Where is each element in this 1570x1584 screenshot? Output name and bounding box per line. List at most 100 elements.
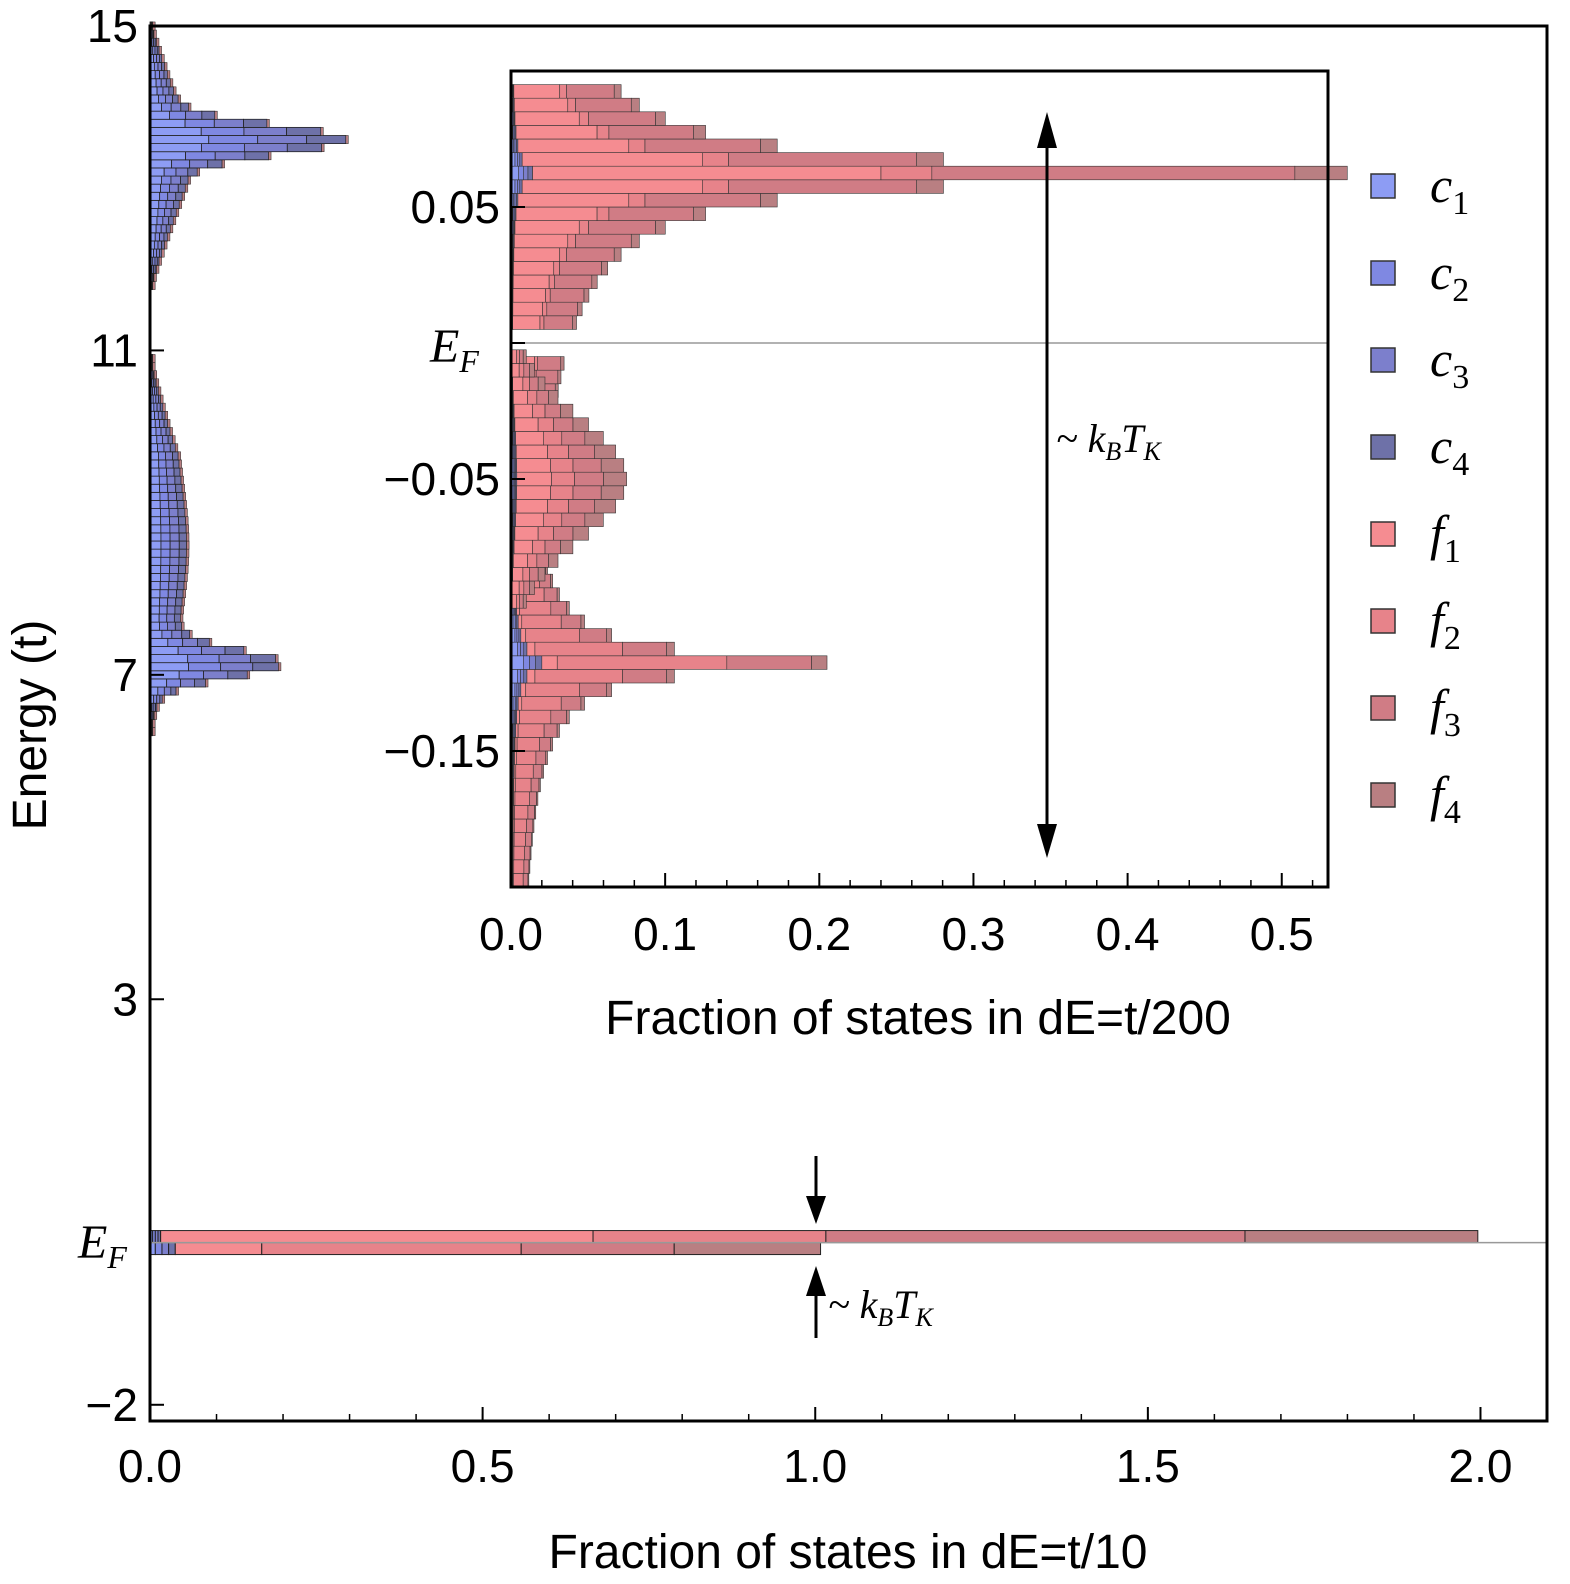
main-band-bar <box>162 216 170 226</box>
inset-bar <box>931 165 1296 181</box>
legend-label: c4 <box>1430 418 1469 483</box>
main-band-bar <box>149 646 179 655</box>
main-band-bar <box>149 126 202 136</box>
inset-bar <box>568 499 595 514</box>
inset-bar <box>511 580 520 595</box>
inset-bar <box>549 288 585 303</box>
inset-bar <box>547 444 569 459</box>
main-band-bar-f <box>189 629 193 639</box>
inset-bar <box>521 152 703 167</box>
main-band-bar <box>149 102 162 112</box>
inset-bar <box>561 512 586 527</box>
inset-bar <box>546 301 578 317</box>
inset-bar <box>566 247 615 262</box>
inset-bar <box>600 458 625 473</box>
main-band-bar-f <box>185 183 189 193</box>
inset-bar <box>515 206 598 221</box>
inset-bar <box>596 125 610 140</box>
inset-bar <box>532 539 546 555</box>
inset-bar <box>561 431 586 446</box>
inset-bar <box>550 601 567 616</box>
inset-bar <box>516 709 520 725</box>
main-band-bar <box>169 556 180 566</box>
inset-bar <box>568 444 595 459</box>
main-band-bar <box>178 516 187 526</box>
main-band-bar <box>149 135 210 145</box>
inset-bar <box>536 390 549 405</box>
main-band-bar <box>170 208 177 217</box>
main-band-bar <box>176 491 184 501</box>
inset-bar <box>517 138 630 153</box>
main-band-bar-f <box>186 548 190 558</box>
main-y-tick-label: 7 <box>112 649 138 701</box>
main-band-bar-f <box>177 94 181 104</box>
main-band-bar-f <box>164 240 168 250</box>
inset-bar <box>553 526 574 541</box>
main-band-bar <box>158 459 167 469</box>
main-band-bar <box>156 386 159 396</box>
main-band-bar <box>165 199 174 209</box>
main-band-bar <box>175 167 189 177</box>
main-band-bar <box>159 232 165 242</box>
inset-bar <box>560 539 574 555</box>
inset-bar <box>545 750 548 765</box>
main-band-bar-f <box>188 102 192 112</box>
inset-bar <box>515 499 548 514</box>
inset-bar <box>513 859 525 874</box>
main-band-bar <box>166 467 175 477</box>
main-band-bar <box>197 637 210 647</box>
main-band-bar <box>169 110 187 120</box>
inset-bar <box>572 485 602 500</box>
inset-bar <box>606 682 612 697</box>
main-band-bar <box>158 613 168 623</box>
inset-x-tick-label: 0.1 <box>633 908 697 960</box>
inset-bar <box>512 274 550 289</box>
legend-label: f2 <box>1430 592 1461 657</box>
inset-bar <box>588 111 656 126</box>
inset-bar <box>550 709 567 725</box>
main-band-bar <box>157 62 163 72</box>
inset-bar <box>519 594 524 609</box>
inset-bar <box>556 723 560 738</box>
main-band-bar <box>149 175 162 185</box>
main-band-bar <box>162 86 170 96</box>
main-band-bar <box>286 126 322 136</box>
inset-bar <box>527 805 535 820</box>
main-band-bar-f <box>181 621 185 631</box>
inset-bar <box>527 553 538 568</box>
inset-bar <box>511 363 520 378</box>
inset-bar <box>594 444 616 459</box>
inset-bar <box>559 84 567 99</box>
inset-bar <box>517 152 521 167</box>
inset-bar <box>560 696 582 711</box>
main-band-bar-f <box>152 354 156 363</box>
inset-bar <box>514 805 529 820</box>
main-band-bar <box>185 110 203 120</box>
main-band-bar-f <box>161 54 165 63</box>
inset-bar <box>513 403 533 419</box>
inset-bar <box>514 791 530 806</box>
inset-bar <box>559 247 567 262</box>
main-band-bar-f <box>345 135 349 144</box>
inset-bar <box>567 97 576 113</box>
main-band-bar <box>167 491 177 501</box>
main-band-bar <box>201 110 216 120</box>
inset-bar <box>515 764 534 779</box>
main-band-bar-f <box>164 410 168 420</box>
inset-bar <box>693 125 706 140</box>
main-band-bar <box>214 151 246 161</box>
main-band-bar <box>177 646 202 655</box>
main-band-bar-f <box>181 192 185 201</box>
main-band-bar <box>157 443 165 453</box>
inset-fermi-label: EF <box>429 320 479 379</box>
inset-bar <box>543 723 558 738</box>
legend-label: c3 <box>1430 331 1469 396</box>
inset-kbtk-label: ~ kBTK <box>1056 416 1163 466</box>
inset-bar <box>514 818 527 833</box>
inset-bar <box>579 682 607 697</box>
main-band-bar <box>159 589 169 599</box>
inset-bar <box>557 369 562 385</box>
main-band-bar-f <box>181 483 185 493</box>
inset-bar <box>523 669 528 684</box>
inset-bar <box>728 152 917 167</box>
